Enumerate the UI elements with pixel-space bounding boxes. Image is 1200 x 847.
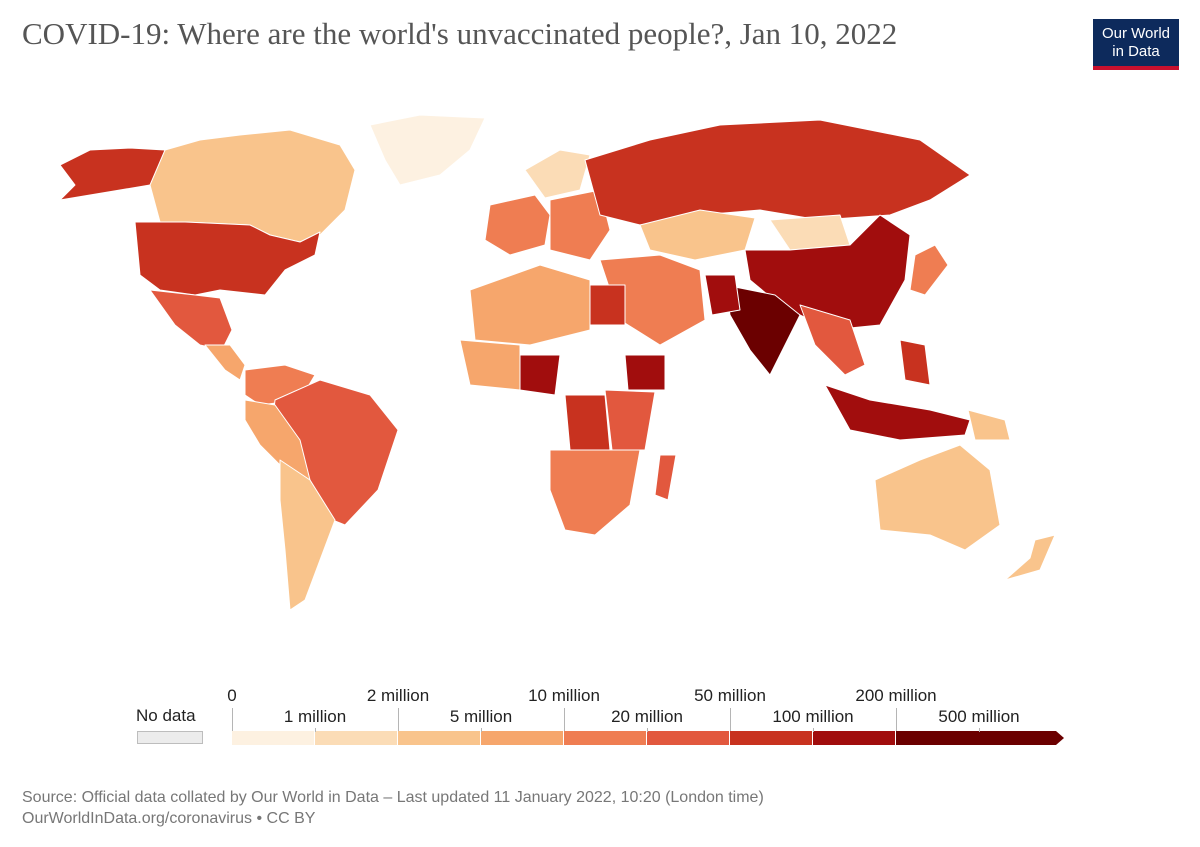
region-eastern-europe[interactable]: [549, 189, 611, 261]
source-text: Source: Official data collated by Our Wo…: [22, 789, 764, 806]
legend-bin-1[interactable]: [315, 731, 398, 745]
legend-tick-label: 5 million: [449, 707, 513, 726]
legend-tick: [315, 728, 316, 732]
region-western-europe[interactable]: [484, 194, 551, 256]
region-india[interactable]: [724, 284, 801, 376]
legend-nodata-swatch[interactable]: [137, 731, 203, 744]
legend-tick-label: 10 million: [528, 686, 600, 705]
legend-bin-6[interactable]: [730, 731, 813, 745]
legend-tick-label: 100 million: [772, 707, 854, 726]
legend-bin-4[interactable]: [564, 731, 647, 745]
legend-tick: [813, 728, 814, 732]
region-mexico[interactable]: [149, 289, 233, 351]
region-mongolia[interactable]: [769, 214, 851, 251]
owid-logo[interactable]: Our World in Data: [1093, 19, 1179, 70]
region-madagascar[interactable]: [654, 454, 677, 501]
logo-line-1: Our World: [1101, 25, 1171, 42]
region-pakistan[interactable]: [704, 274, 741, 316]
legend-bin-8[interactable]: [896, 731, 1057, 745]
chart-title: COVID-19: Where are the world's unvaccin…: [22, 16, 898, 51]
region-australia[interactable]: [874, 444, 1001, 551]
region-papua-new-guinea[interactable]: [967, 409, 1011, 441]
legend-tick-label: 200 million: [855, 686, 937, 705]
region-philippines[interactable]: [899, 339, 931, 386]
logo-line-2: in Data: [1112, 43, 1160, 60]
legend-tick: [979, 728, 980, 732]
legend-bin-5[interactable]: [647, 731, 730, 745]
legend-tick: [896, 708, 897, 731]
legend-tick: [647, 728, 648, 732]
region-united-states[interactable]: [134, 221, 321, 296]
legend-tick: [730, 708, 731, 731]
region-nigeria[interactable]: [519, 354, 561, 396]
region-ethiopia[interactable]: [624, 354, 666, 391]
source-url[interactable]: OurWorldInData.org/coronavirus • CC BY: [22, 810, 316, 827]
legend-tick: [398, 708, 399, 731]
legend-bin-0[interactable]: [232, 731, 315, 745]
region-new-zealand[interactable]: [1004, 534, 1056, 581]
region-southeast-asia[interactable]: [799, 304, 866, 376]
legend-tick-label: 0: [227, 686, 237, 705]
region-russia[interactable]: [584, 119, 971, 226]
legend-bin-3[interactable]: [481, 731, 564, 745]
region-west-africa[interactable]: [459, 339, 521, 391]
source-note: Source: Official data collated by Our Wo…: [22, 787, 764, 829]
legend-tick: [232, 708, 233, 731]
region-egypt[interactable]: [589, 284, 626, 326]
region-central-america[interactable]: [204, 344, 246, 381]
region-southern-africa[interactable]: [549, 449, 641, 536]
legend-tick: [481, 728, 482, 732]
legend-bin-7[interactable]: [813, 731, 896, 745]
region-indonesia[interactable]: [824, 384, 971, 441]
legend-bin-2[interactable]: [398, 731, 481, 745]
legend-tick-label: 50 million: [694, 686, 766, 705]
legend-tick-label: 500 million: [938, 707, 1020, 726]
legend-tick: [564, 708, 565, 731]
region-scandinavia[interactable]: [524, 149, 591, 199]
legend-nodata-label: No data: [136, 706, 196, 725]
region-north-africa[interactable]: [469, 264, 591, 346]
region-east-africa[interactable]: [604, 389, 656, 451]
legend-arrow: [1056, 731, 1064, 745]
region-argentina-chile[interactable]: [279, 459, 336, 611]
region-japan[interactable]: [909, 244, 949, 296]
legend-tick-label: 20 million: [611, 707, 683, 726]
world-map[interactable]: [0, 0, 1200, 680]
region-greenland[interactable]: [369, 114, 486, 186]
region-dr-congo[interactable]: [564, 394, 611, 451]
legend-tick-label: 1 million: [283, 707, 347, 726]
legend-tick-label: 2 million: [366, 686, 430, 705]
